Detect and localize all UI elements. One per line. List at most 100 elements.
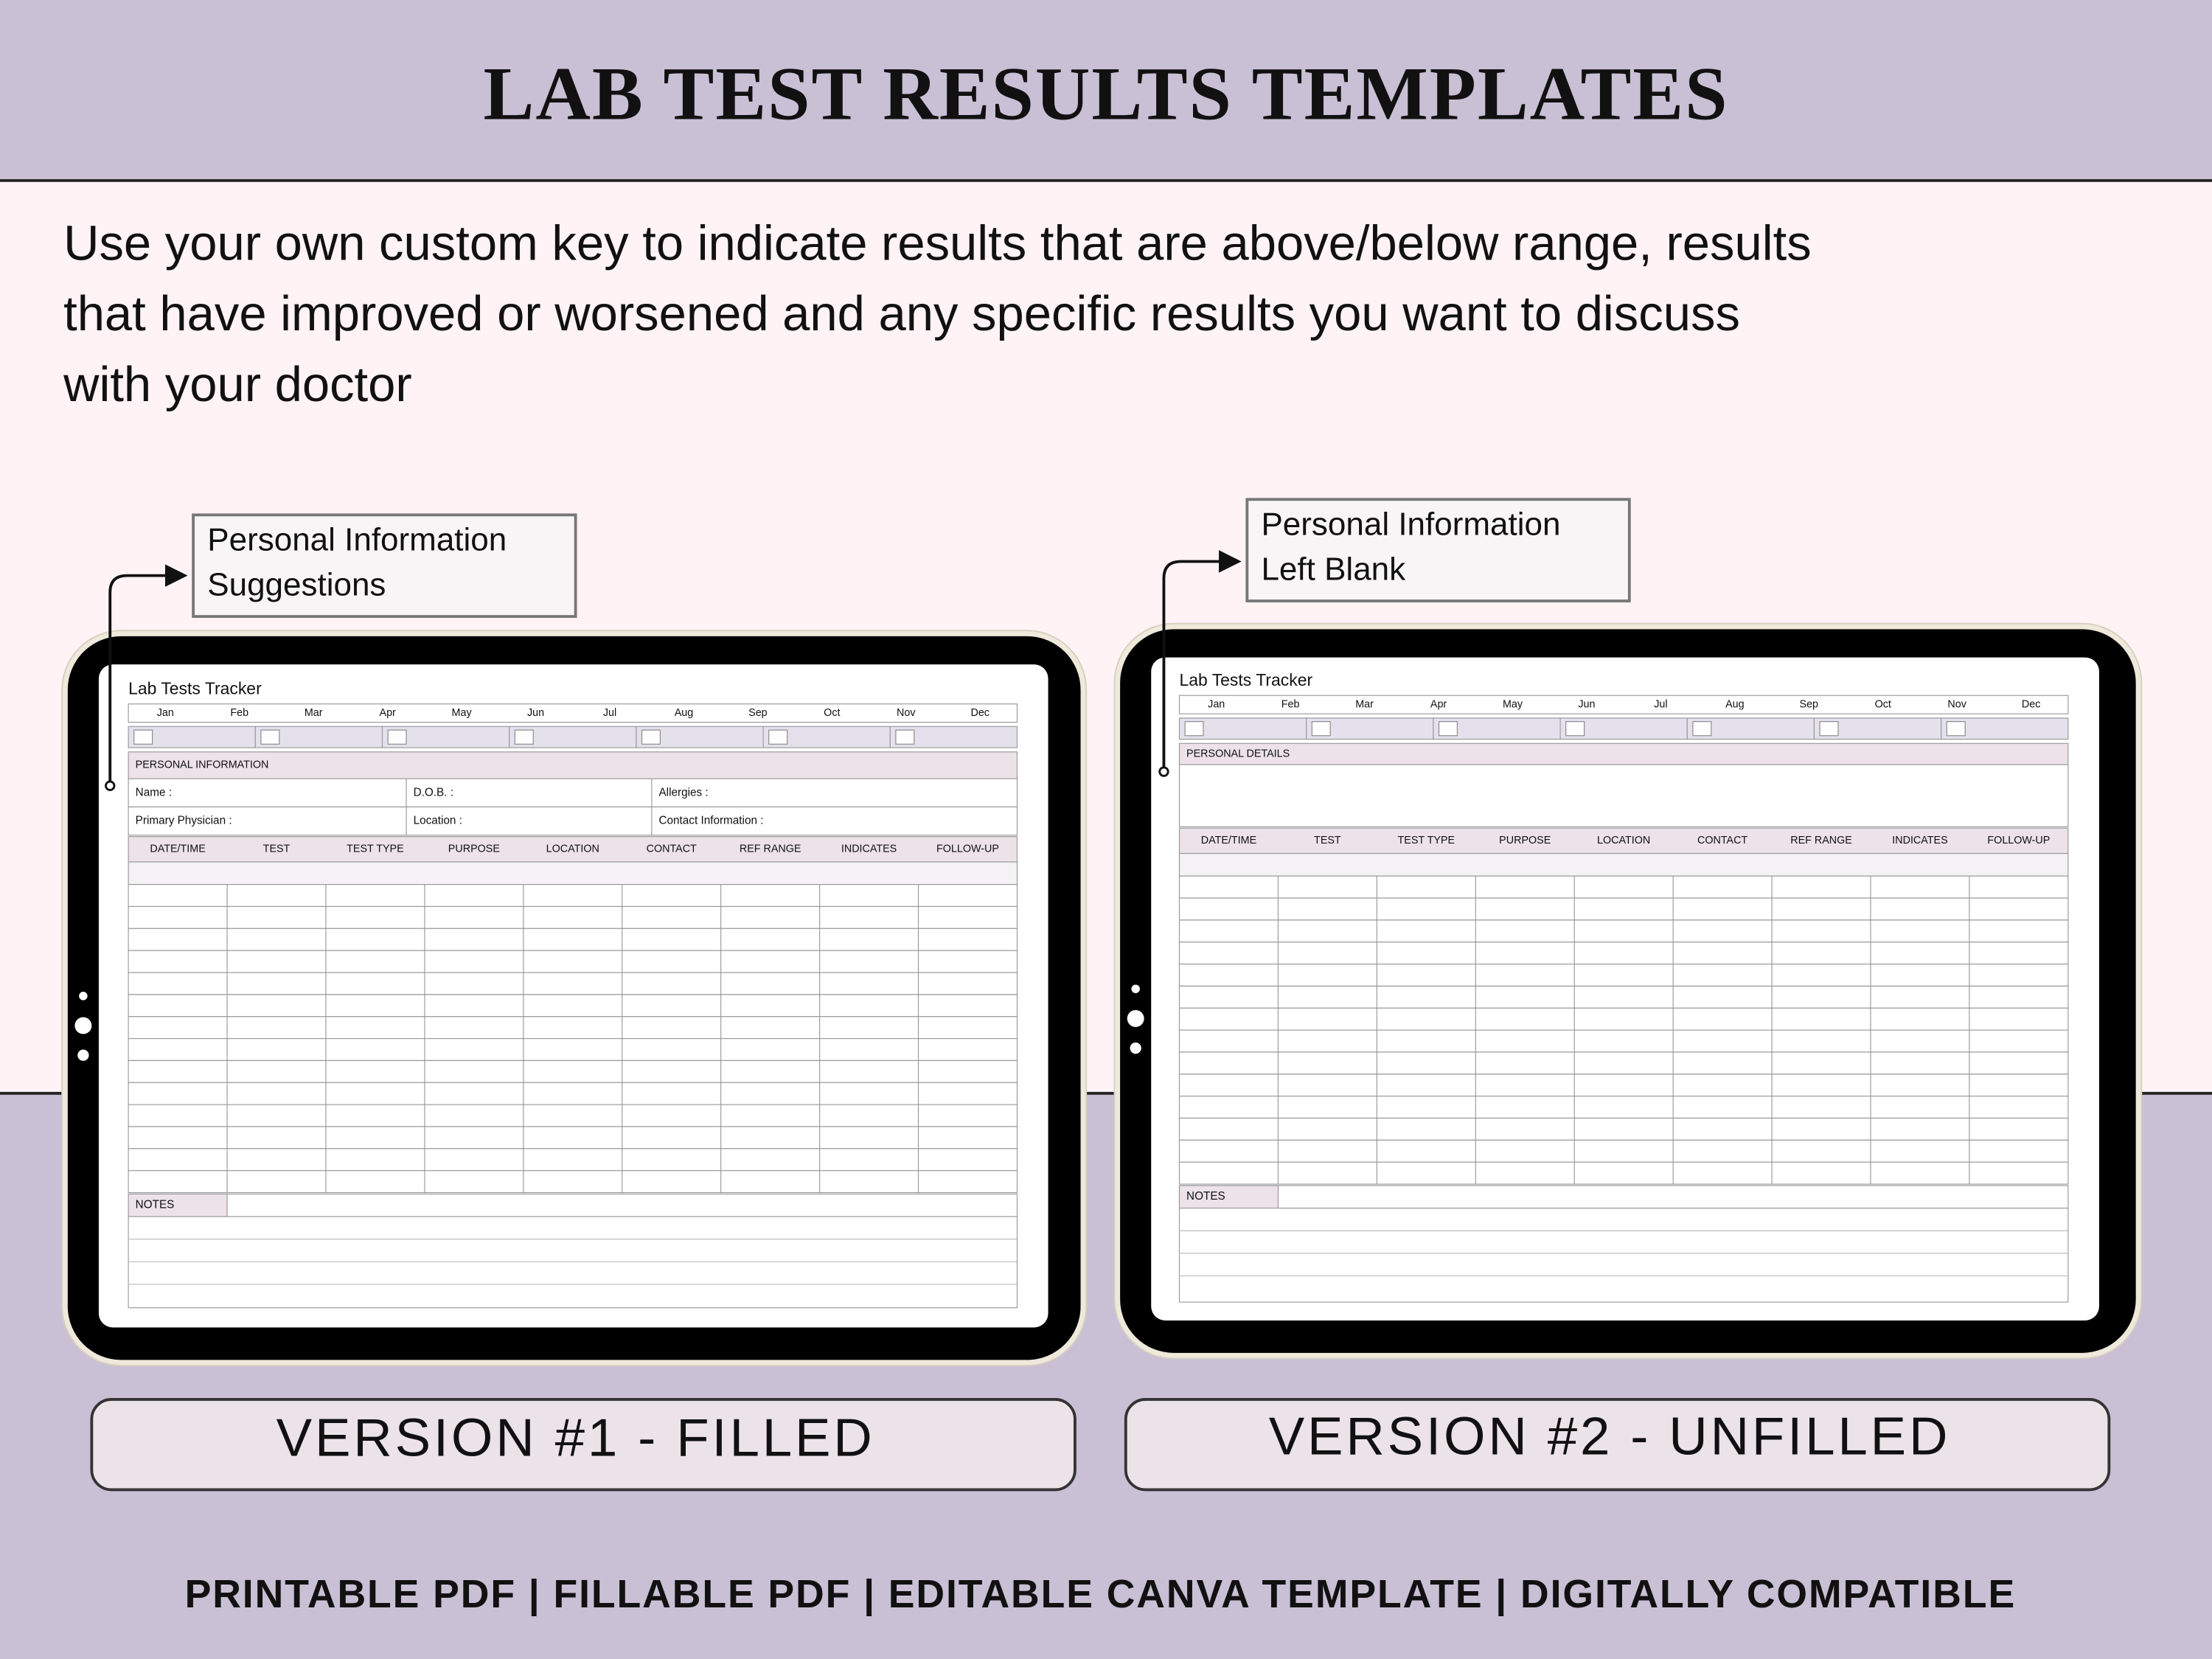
version-button [90,1398,1077,1492]
month: Oct [824,707,840,719]
month: Mar [1355,698,1374,710]
checkbox [1184,721,1204,737]
details-blank [1178,764,2069,827]
field-label: Allergies : [658,786,708,799]
grid-row [128,950,1018,973]
month: Aug [675,707,694,719]
callout-text: Personal Information [1261,506,1560,542]
notes-area [1178,1207,2069,1303]
field-row [128,806,1018,836]
description-line: that have improved or worsened and any s… [63,286,1740,341]
checkbox [1311,721,1331,737]
section-label: PERSONAL INFORMATION [136,759,269,771]
grid-row [1178,897,2069,921]
form-title: Lab Tests Tracker [128,679,262,698]
column-label: REF RANGE [740,844,801,855]
section-label: PERSONAL DETAILS [1186,748,1290,759]
callout-dot [105,780,116,791]
grid-row [1178,1051,2069,1075]
field-label: Name : [136,786,172,799]
grid-row [1178,919,2069,943]
column-label: CONTACT [1697,835,1747,846]
callout-text: Left Blank [1261,551,1406,587]
grid-row [1178,985,2069,1009]
camera [1131,984,1140,993]
column-label: TEST TYPE [1398,835,1455,846]
column-label: CONTACT [647,844,697,855]
grid-row [1178,1139,2069,1163]
grid-row [128,1060,1018,1083]
field-label: Location : [414,815,462,827]
field-row [128,778,1018,807]
description-line: with your doctor [63,357,412,412]
version-label: VERSION #2 - UNFILLED [1269,1407,1951,1467]
checkbox [1438,721,1458,737]
checkbox [641,729,661,745]
field-label: D.O.B. : [414,786,453,799]
month: Jan [157,707,174,719]
grid-row [128,1037,1018,1061]
checkbox [895,729,915,745]
footer: PRINTABLE PDF | FILLABLE PDF | EDITABLE … [185,1573,2017,1617]
grid-row [128,1082,1018,1105]
notes-label-cell [128,1193,228,1217]
grid-row [128,1170,1018,1194]
month: Apr [380,707,397,719]
grid-row [1178,1117,2069,1141]
notes-row [1178,1185,2069,1209]
month: Nov [1947,698,1966,710]
checkbox [1692,721,1712,737]
camera [79,992,88,1001]
checkbox [133,729,153,745]
column-label: TEST [263,844,291,855]
month: May [452,707,473,719]
field-label: Contact Information : [658,815,763,827]
grid-row [1178,1161,2069,1185]
grid-row [1178,875,2069,899]
callout-arrow [108,564,188,786]
callout-box [1245,498,1631,602]
entry-row [1178,852,2069,877]
grid-row [1178,1029,2069,1053]
month: Jan [1208,698,1225,710]
column-label: LOCATION [1597,835,1650,846]
checkbox [260,729,280,745]
version-label: VERSION #1 - FILLED [276,1408,875,1468]
month: Jun [527,707,544,719]
grid-row [128,972,1018,995]
callout-text: Personal Information [207,521,507,557]
page-title: LAB TEST RESULTS TEMPLATES [484,52,1729,136]
callout-text: Suggestions [207,567,386,603]
column-label: TEST [1314,835,1341,846]
grid-row [128,994,1018,1018]
notes-label-cell [1178,1185,1279,1209]
section-header [128,751,1018,779]
column-label: LOCATION [546,844,599,855]
notes-row [128,1193,1018,1217]
column-header [128,835,1018,863]
month: Mar [305,707,323,719]
month: Apr [1430,698,1447,710]
column-label: FOLLOW-UP [1987,835,2050,846]
month-row [128,703,1018,723]
column-label: DATE/TIME [1201,835,1256,846]
month: Oct [1875,698,1891,710]
grid-row [1178,1096,2069,1119]
column-label: PURPOSE [448,844,500,855]
month: Dec [2022,698,2040,710]
column-label: INDICATES [1892,835,1947,846]
grid-row [1178,1074,2069,1097]
month: Aug [1725,698,1745,710]
column-label: INDICATES [841,844,897,855]
camera [74,1017,92,1034]
checkbox [1565,721,1585,737]
column-label: TEST TYPE [347,844,404,855]
month-row [1178,695,2069,714]
month: Jul [1654,698,1667,710]
month: Nov [897,707,916,719]
grid-row [128,905,1018,929]
grid-row [128,1148,1018,1172]
description-line: Use your own custom key to indicate resu… [63,216,1812,271]
